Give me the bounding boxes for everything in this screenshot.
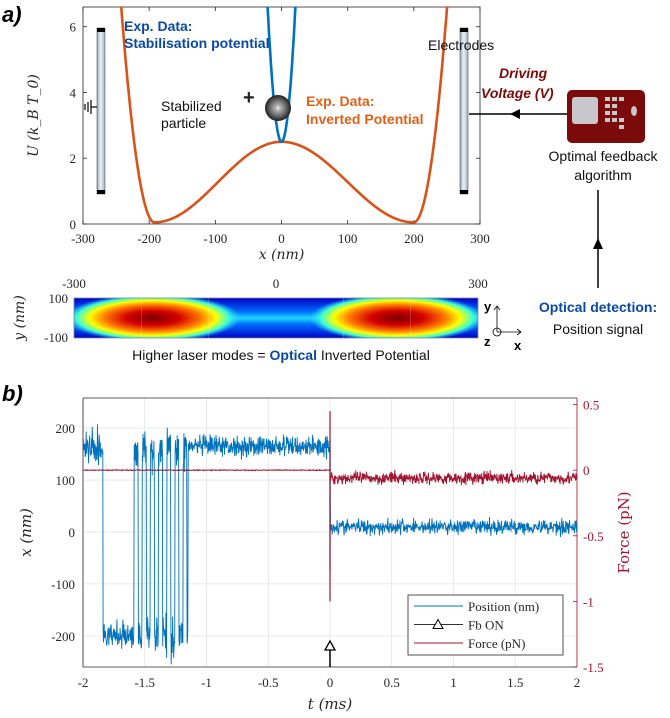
optical-detection-label: Optical detection: (539, 299, 657, 315)
x-axis-label: x (nm) (259, 247, 305, 263)
coordinate-axes-icon (492, 305, 522, 337)
heatmap-ytick-0: 100 (49, 291, 69, 306)
heatmap-ylabel: y (nm) (12, 295, 28, 342)
legend: Position (nm) Fb ON Force (pN) (407, 594, 564, 656)
legend-label: Position (nm) (468, 599, 539, 614)
y-tick-label: 0 (70, 217, 77, 232)
t-tick-label: 0 (327, 675, 334, 690)
driving-voltage-label-2: Voltage (V) (481, 85, 554, 101)
intensity-lobe (309, 298, 478, 338)
stabilisation-label-1: Exp. Data: (124, 18, 192, 34)
t-tick-label: -1.5 (134, 675, 155, 690)
particle-sphere (265, 95, 291, 121)
inverted-label-2: Inverted Potential (306, 111, 423, 127)
t-tick-label: 0.5 (384, 675, 400, 690)
fb-on-marker-icon (323, 639, 337, 651)
force-tick-label: 0.5 (583, 398, 599, 413)
detection-arrow (593, 190, 603, 288)
ground-icon (84, 100, 97, 114)
axis-z-letter: z (484, 334, 491, 349)
algorithm-label-2: algorithm (574, 167, 632, 183)
y-tick-label: -100 (51, 577, 75, 592)
left-electrode (96, 27, 106, 195)
right-electrode (459, 27, 469, 195)
heatmap-caption: Higher laser modes = Optical Inverted Po… (132, 347, 430, 363)
y-tick-label: 200 (56, 421, 76, 436)
series-inverted-potential (119, 7, 449, 224)
heatmap-ytick-1: -100 (44, 330, 68, 345)
t-tick-label: 1 (450, 675, 457, 690)
position-signal-label: Position signal (553, 321, 643, 337)
axis-x-letter: x (514, 338, 522, 353)
force-axis-label: Force (pN) (615, 491, 633, 573)
y-tick-label: -200 (51, 629, 75, 644)
x-tick-label: 200 (404, 231, 424, 246)
plus-sign: + (243, 87, 255, 109)
panel-b-label: b) (2, 381, 23, 406)
potential-plot: -300 -200 -100 0 100 200 300 0 2 4 6 x (nm) U (k_B T… (26, 6, 490, 263)
particle-label-1: Stabilized (161, 98, 222, 114)
t-tick-label: -1 (201, 675, 212, 690)
legend-label: Fb ON (468, 618, 504, 633)
x-tick-label: 100 (338, 231, 358, 246)
t-axis-label: t (ms) (308, 695, 353, 713)
x-tick-label: -100 (203, 231, 227, 246)
driving-arrow (469, 109, 567, 119)
heatmap-xtick-1: 0 (273, 276, 280, 291)
force-tick-label: -0.5 (583, 529, 604, 544)
force-tick-label: -1.5 (583, 660, 604, 675)
legend-label: Force (pN) (468, 636, 525, 651)
caption-highlight: Optical (270, 347, 317, 363)
t-tick-label: 1.5 (507, 675, 523, 690)
x-tick-label: 0 (278, 231, 285, 246)
panel-a-label: a) (2, 2, 22, 27)
x-tick-label: -300 (71, 231, 95, 246)
inverted-label-1: Exp. Data: (306, 93, 374, 109)
y-tick-label: 6 (70, 20, 77, 35)
y-tick-label: 4 (70, 85, 77, 100)
force-tick-label: 0 (583, 463, 590, 478)
heatmap-xtick-2: 300 (468, 276, 488, 291)
x-tick-label: -200 (137, 231, 161, 246)
driving-voltage-label-1: Driving (499, 65, 548, 81)
electrodes-label: Electrodes (428, 37, 494, 53)
t-tick-label: 2 (574, 675, 581, 690)
y-tick-label: 100 (56, 473, 76, 488)
heatmap-xtick-0: -300 (62, 276, 86, 291)
feedback-device-icon (567, 90, 645, 143)
legend-triangle-icon (432, 618, 444, 629)
particle-label-2: particle (161, 115, 206, 131)
feedback-timetrace-plot: -2 -1.5 -1 -0.5 0 0.5 1 1.5 2 200 100 0 -100 -200 0.5 0… (17, 398, 633, 713)
y-tick-label: 2 (70, 151, 77, 166)
y-axis-label: U (k_B T_0) (26, 74, 42, 157)
caption-pre: Higher laser modes = (132, 347, 269, 363)
series-stabilisation-potential (266, 7, 297, 144)
stabilisation-label-2: Stabilisation potential (124, 35, 269, 51)
t-tick-label: -0.5 (258, 675, 279, 690)
t-tick-label: -2 (78, 675, 89, 690)
caption-post: Inverted Potential (317, 347, 430, 363)
y-tick-label: 0 (69, 525, 76, 540)
force-tick-label: -1 (583, 594, 594, 609)
axis-y-letter: y (484, 299, 492, 314)
intensity-lobe (74, 298, 241, 338)
optical-potential-heatmap (74, 298, 478, 338)
x-tick-label: 300 (470, 231, 490, 246)
x-axis-label: x (nm) (17, 508, 35, 557)
algorithm-label-1: Optimal feedback (549, 148, 659, 164)
